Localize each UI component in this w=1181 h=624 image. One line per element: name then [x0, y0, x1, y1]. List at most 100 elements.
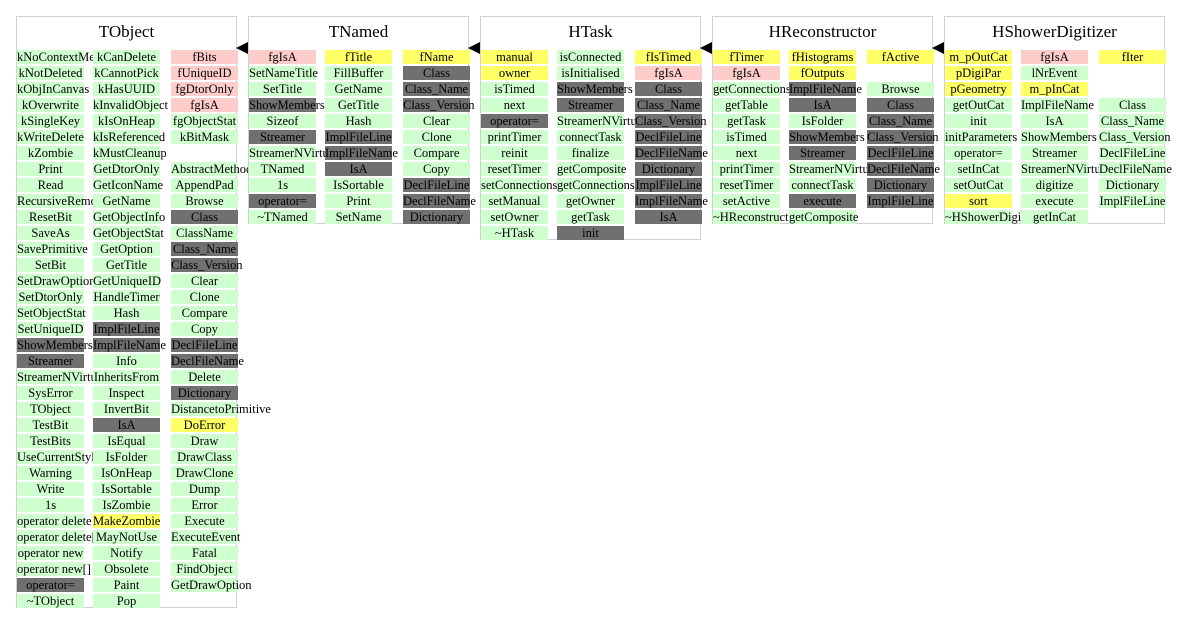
member-cell: Copy	[171, 322, 238, 336]
class-title: HReconstructor	[768, 22, 877, 41]
member-cell: Dictionary	[403, 210, 470, 224]
member-cell: IsA	[93, 418, 160, 432]
member-cell: fgIsA	[713, 66, 780, 80]
member-cell: ExecuteEvent	[171, 530, 241, 544]
member-cell: pDigiPar	[945, 66, 1012, 80]
member-cell: sort	[945, 194, 1012, 208]
member-cell: kBitMask	[171, 130, 238, 144]
member-cell: DeclFileName	[635, 146, 708, 160]
member-cell: getConnections	[557, 178, 635, 192]
member-cell: Dictionary	[1099, 178, 1166, 192]
member-cell: kMustCleanup	[93, 146, 167, 160]
member-cell: ShowMembers	[17, 338, 93, 352]
member-cell: DeclFileName	[171, 354, 244, 368]
member-cell: 1s	[249, 178, 316, 192]
inheritance-arrow-icon	[468, 42, 480, 54]
member-cell: Obsolete	[93, 562, 160, 576]
member-cell: setInCat	[945, 162, 1012, 176]
member-cell: execute	[789, 194, 856, 208]
member-column: fActive Browse Class Class_Name Class_Versio…	[867, 50, 940, 210]
class-title: HTask	[568, 22, 613, 41]
member-cell: FindObject	[171, 562, 238, 576]
member-cell: operator delete[]	[17, 530, 100, 544]
member-cell: Sizeof	[249, 114, 316, 128]
member-cell: TObject	[17, 402, 84, 416]
member-cell: SetName	[325, 210, 392, 224]
member-cell: manual	[481, 50, 548, 64]
empty-cell	[867, 66, 934, 80]
member-cell: SetBit	[17, 258, 84, 272]
member-cell: Class_Version	[635, 114, 707, 128]
member-cell: Browse	[171, 194, 238, 208]
member-cell: Hash	[93, 306, 160, 320]
member-cell: fUniqueID	[171, 66, 238, 80]
member-cell: Class_Version	[403, 98, 475, 112]
member-cell: Notify	[93, 546, 160, 560]
member-cell: Error	[171, 498, 238, 512]
member-cell: kCanDelete	[93, 50, 160, 64]
member-cell: ClassName	[171, 226, 238, 240]
member-cell: Class	[403, 66, 470, 80]
member-cell: operator=	[481, 114, 548, 128]
member-cell: GetObjectInfo	[93, 210, 166, 224]
member-cell: Streamer	[17, 354, 84, 368]
member-cell: init	[557, 226, 624, 240]
empty-cell	[1099, 82, 1166, 96]
member-cell: initParameters	[945, 130, 1018, 144]
member-cell: m_pOutCat	[945, 50, 1012, 64]
member-cell: SetUniqueID	[17, 322, 84, 336]
member-cell: ImplFileName	[93, 338, 166, 352]
member-cell: IsA	[1021, 114, 1088, 128]
member-cell: getComposite	[557, 162, 627, 176]
member-column: fIter Class Class_Name Class_Version DeclFil…	[1099, 50, 1172, 210]
member-cell: Class	[635, 82, 702, 96]
member-cell: Streamer	[1021, 146, 1088, 160]
member-cell: operator=	[249, 194, 316, 208]
member-cell: fgIsA	[171, 98, 238, 112]
member-column: fBits fUniqueID fgDtorOnly fgIsA fgObjectSta…	[171, 50, 271, 594]
member-cell: DistancetoPrimitive	[171, 402, 271, 416]
member-cell: IsZombie	[93, 498, 160, 512]
class-title: HShowerDigitizer	[992, 22, 1117, 41]
member-cell: FillBuffer	[325, 66, 392, 80]
member-cell: isTimed	[481, 82, 548, 96]
member-cell: m_pInCat	[1021, 82, 1088, 96]
member-cell: setOwner	[481, 210, 548, 224]
member-cell: UseCurrentStyle	[17, 450, 101, 464]
member-cell: getInCat	[1021, 210, 1088, 224]
member-cell: isTimed	[713, 130, 780, 144]
member-cell: ShowMembers	[557, 82, 633, 96]
member-cell: Inspect	[93, 386, 160, 400]
member-cell: Clone	[171, 290, 238, 304]
member-cell: Class_Name	[403, 82, 470, 96]
member-cell: init	[945, 114, 1012, 128]
member-cell: setActive	[713, 194, 780, 208]
member-cell: TestBits	[17, 434, 84, 448]
member-cell: IsFolder	[789, 114, 856, 128]
member-cell: IsA	[635, 210, 702, 224]
inheritance-arrow-icon	[236, 42, 248, 54]
member-cell: fName	[403, 50, 470, 64]
member-cell: Browse	[867, 82, 934, 96]
member-cell: IsOnHeap	[93, 466, 160, 480]
member-cell: Class_Name	[635, 98, 702, 112]
member-cell: SetTitle	[249, 82, 316, 96]
member-cell: operator=	[17, 578, 84, 592]
member-cell: printTimer	[713, 162, 780, 176]
member-cell: fgObjectStat	[171, 114, 238, 128]
member-cell: DeclFileLine	[171, 338, 238, 352]
member-cell: ImplFileLine	[635, 178, 702, 192]
member-cell: ImplFileName	[1021, 98, 1094, 112]
member-cell: GetName	[325, 82, 392, 96]
member-column: fIsTimed fgIsA Class Class_Name Class_Versio…	[635, 50, 708, 226]
member-column: kCanDelete kCannotPick kHasUUID kInvalidObj…	[93, 50, 168, 610]
member-cell: GetObjectStat	[93, 226, 164, 240]
member-cell: getOutCat	[945, 98, 1012, 112]
member-cell: ImplFileName	[635, 194, 708, 208]
member-cell: getConnections	[713, 82, 791, 96]
member-cell: ImplFileName	[325, 146, 398, 160]
member-cell: Delete	[171, 370, 238, 384]
member-cell: Clear	[171, 274, 238, 288]
member-cell: ~HShowerDigitizer	[945, 210, 1044, 224]
member-cell: Warning	[17, 466, 84, 480]
